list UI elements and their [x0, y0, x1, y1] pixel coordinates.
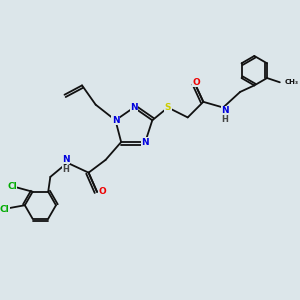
- Text: N: N: [221, 106, 229, 116]
- Text: N: N: [62, 155, 70, 164]
- Text: CH₃: CH₃: [285, 79, 299, 85]
- Text: N: N: [112, 116, 119, 125]
- Text: S: S: [165, 103, 171, 112]
- Text: O: O: [192, 77, 200, 86]
- Text: Cl: Cl: [0, 205, 9, 214]
- Text: H: H: [222, 115, 229, 124]
- Text: H: H: [62, 165, 69, 174]
- Text: Cl: Cl: [7, 182, 17, 191]
- Text: N: N: [130, 103, 138, 112]
- Text: N: N: [141, 138, 149, 147]
- Text: O: O: [98, 188, 106, 196]
